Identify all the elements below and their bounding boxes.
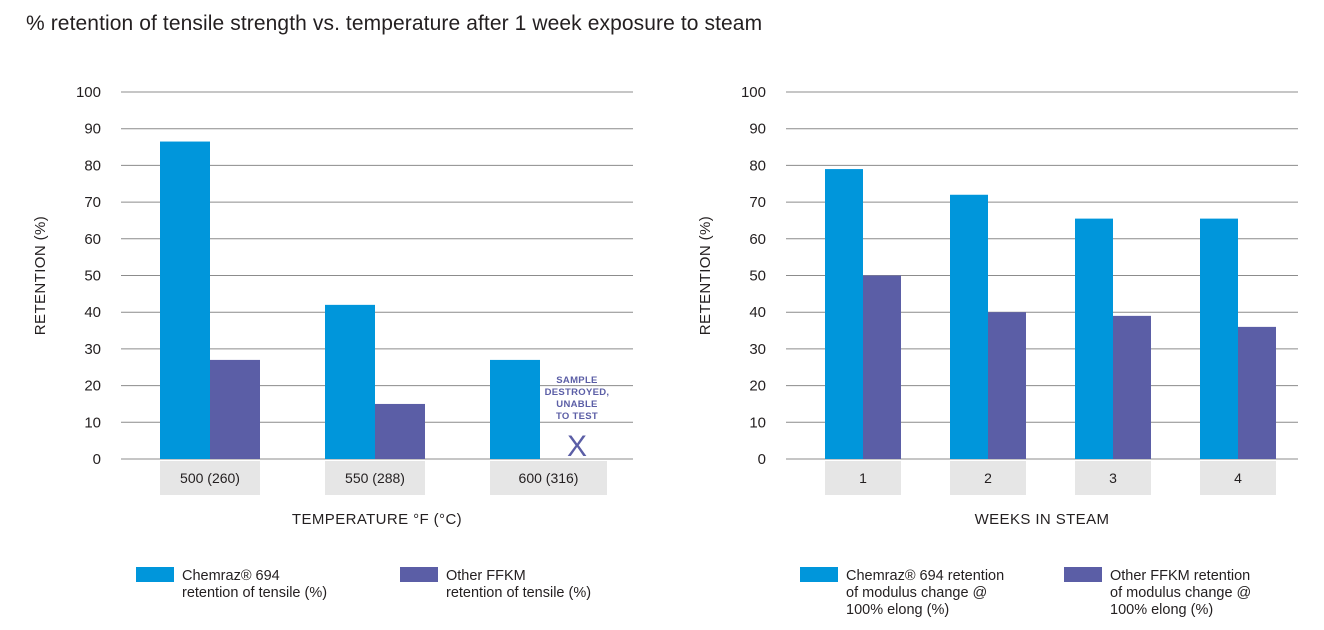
legend-swatch-other-ffkm bbox=[400, 567, 438, 582]
bar-chemraz bbox=[160, 141, 210, 460]
category-label: 600 (316) bbox=[519, 470, 579, 486]
category-label-box bbox=[1200, 461, 1276, 495]
x-axis-title: WEEKS IN STEAM bbox=[975, 511, 1110, 528]
y-tick-label: 20 bbox=[84, 378, 101, 395]
y-tick-label: 30 bbox=[749, 341, 766, 358]
bar-other-ffkm bbox=[988, 312, 1026, 459]
annotation-text: DESTROYED, bbox=[545, 387, 610, 398]
y-tick-label: 100 bbox=[741, 84, 766, 101]
legend-label: of modulus change @ bbox=[1110, 585, 1251, 601]
y-tick-label: 40 bbox=[84, 304, 101, 321]
y-tick-label: 20 bbox=[749, 378, 766, 395]
y-tick-label: 0 bbox=[758, 451, 766, 468]
category-label-box bbox=[325, 461, 425, 495]
y-axis-title: RETENTION (%) bbox=[32, 216, 49, 335]
y-tick-label: 40 bbox=[749, 304, 766, 321]
category-label: 550 (288) bbox=[345, 470, 405, 486]
legend-swatch-chemraz bbox=[800, 567, 838, 582]
y-tick-label: 90 bbox=[84, 121, 101, 138]
y-tick-label: 50 bbox=[84, 268, 101, 285]
bar-other-ffkm bbox=[863, 275, 901, 459]
category-label-box bbox=[1075, 461, 1151, 495]
bar-chemraz bbox=[325, 304, 375, 459]
legend-label: 100% elong (%) bbox=[1110, 602, 1213, 618]
category-label: 2 bbox=[984, 470, 992, 486]
category-label: 1 bbox=[859, 470, 867, 486]
category-label: 4 bbox=[1234, 470, 1242, 486]
bar-other-ffkm bbox=[1113, 315, 1151, 459]
bar-chemraz bbox=[490, 359, 540, 459]
y-tick-label: 0 bbox=[93, 451, 101, 468]
legend-label: Chemraz® 694 retention bbox=[846, 568, 1004, 584]
legend-label: of modulus change @ bbox=[846, 585, 987, 601]
y-tick-label: 80 bbox=[749, 157, 766, 174]
bar-other-ffkm bbox=[1238, 326, 1276, 459]
legend-label: retention of tensile (%) bbox=[446, 585, 591, 601]
y-tick-label: 90 bbox=[749, 121, 766, 138]
x-axis-title: TEMPERATURE °F (°C) bbox=[292, 511, 462, 528]
y-axis-title: RETENTION (%) bbox=[697, 216, 714, 335]
category-label-box bbox=[490, 461, 607, 495]
bar-chemraz bbox=[950, 194, 988, 459]
category-label-box bbox=[160, 461, 260, 495]
y-tick-label: 100 bbox=[76, 84, 101, 101]
legend-swatch-chemraz bbox=[136, 567, 174, 582]
y-tick-label: 70 bbox=[749, 194, 766, 211]
y-tick-label: 30 bbox=[84, 341, 101, 358]
annotation-x-marker: X bbox=[567, 430, 587, 463]
legend-label: retention of tensile (%) bbox=[182, 585, 327, 601]
legend-label: Other FFKM bbox=[446, 568, 526, 584]
y-tick-label: 60 bbox=[84, 231, 101, 248]
bar-chemraz bbox=[1200, 218, 1238, 459]
annotation-text: SAMPLE bbox=[556, 375, 597, 386]
y-tick-label: 70 bbox=[84, 194, 101, 211]
category-label-box bbox=[950, 461, 1026, 495]
bar-chemraz bbox=[1075, 218, 1113, 459]
legend-label: 100% elong (%) bbox=[846, 602, 949, 618]
category-label: 3 bbox=[1109, 470, 1117, 486]
y-tick-label: 80 bbox=[84, 157, 101, 174]
y-tick-label: 50 bbox=[749, 268, 766, 285]
legend-label: Other FFKM retention bbox=[1110, 568, 1250, 584]
bar-other-ffkm bbox=[210, 359, 260, 459]
legend-label: Chemraz® 694 bbox=[182, 568, 280, 584]
bar-other-ffkm bbox=[375, 403, 425, 459]
annotation-text: UNABLE bbox=[556, 399, 597, 410]
bar-chemraz bbox=[825, 169, 863, 459]
y-tick-label: 10 bbox=[749, 414, 766, 431]
category-label-box bbox=[825, 461, 901, 495]
category-label: 500 (260) bbox=[180, 470, 240, 486]
legend-swatch-other-ffkm bbox=[1064, 567, 1102, 582]
annotation-text: TO TEST bbox=[556, 411, 598, 422]
y-tick-label: 60 bbox=[749, 231, 766, 248]
chart-main-title: % retention of tensile strength vs. temp… bbox=[26, 12, 763, 35]
y-tick-label: 10 bbox=[84, 414, 101, 431]
